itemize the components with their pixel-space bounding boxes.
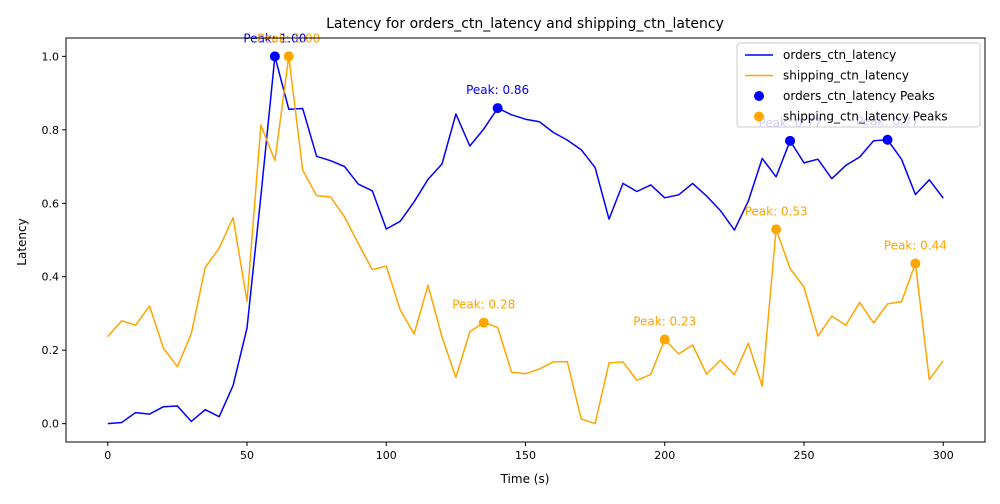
y-tick-label: 0.0 [42,418,60,431]
legend-dot-swatch [754,111,764,122]
peak-marker [283,51,294,62]
series-line-shipping_ctn_latency [107,55,944,425]
peak-label: Peak: 0.44 [884,239,947,253]
y-tick-label: 0.2 [42,344,60,357]
y-tick-label: 0.4 [42,271,60,284]
legend-dot-swatch [754,91,764,101]
x-tick-label: 50 [240,449,254,462]
peak-marker [478,317,489,328]
x-tick-label: 200 [654,449,675,462]
plot-frame [65,37,986,443]
x-tick-label: 150 [515,449,536,462]
x-tick-label: 250 [793,449,814,462]
legend-entry-label: orders_ctn_latency [783,48,896,62]
y-tick-label: 0.6 [42,197,60,210]
x-axis-label: Time (s) [500,472,550,486]
peak-label: Peak: 0.86 [466,83,529,97]
peak-label: Peak: 0.23 [633,315,696,329]
series-line-orders_ctn_latency [107,55,944,425]
peak-marker [910,258,921,269]
x-tick-label: 0 [104,449,111,462]
peak-label: Peak: 0.53 [745,204,808,218]
peak-marker [785,135,796,146]
y-axis-label: Latency [15,218,29,265]
chart-title: Latency for orders_ctn_latency and shipp… [326,16,724,32]
legend-box [736,42,981,128]
y-tick-label: 0.8 [42,124,60,137]
peak-marker [659,334,670,345]
x-tick-label: 300 [933,449,954,462]
peak-marker [269,51,280,62]
legend-entry-label: orders_ctn_latency Peaks [783,89,935,103]
peak-label: Peak: 0.28 [452,298,515,312]
legend-entry-label: shipping_ctn_latency [783,69,909,83]
y-tick-label: 1.0 [42,50,60,63]
legend-entry-label: shipping_ctn_latency Peaks [783,110,948,124]
peak-marker [771,224,782,235]
x-tick-label: 100 [376,449,397,462]
peak-marker [492,103,503,114]
peak-marker [882,134,893,145]
legend: orders_ctn_latency shipping_ctn_latencyor… [736,42,981,128]
